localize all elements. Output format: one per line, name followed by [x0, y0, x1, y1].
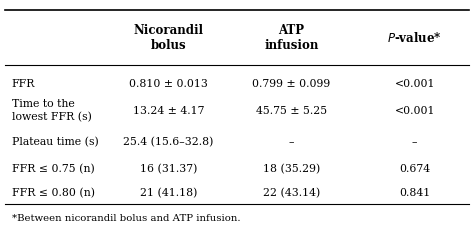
Text: 22 (43.14): 22 (43.14) [263, 188, 320, 198]
Text: $\mathit{P}$-value*: $\mathit{P}$-value* [387, 31, 442, 45]
Text: 25.4 (15.6–32.8): 25.4 (15.6–32.8) [123, 137, 213, 147]
Text: 0.674: 0.674 [399, 164, 430, 174]
Text: FFR ≤ 0.80 (n): FFR ≤ 0.80 (n) [12, 188, 95, 198]
Text: 45.75 ± 5.25: 45.75 ± 5.25 [256, 106, 327, 116]
Text: <0.001: <0.001 [394, 79, 435, 89]
Text: FFR: FFR [12, 79, 35, 89]
Text: 0.810 ± 0.013: 0.810 ± 0.013 [129, 79, 208, 89]
Text: FFR ≤ 0.75 (n): FFR ≤ 0.75 (n) [12, 164, 95, 174]
Text: 13.24 ± 4.17: 13.24 ± 4.17 [133, 106, 204, 116]
Text: 21 (41.18): 21 (41.18) [139, 188, 197, 198]
Text: *Between nicorandil bolus and ATP infusion.: *Between nicorandil bolus and ATP infusi… [12, 214, 240, 223]
Text: Plateau time (s): Plateau time (s) [12, 137, 99, 147]
Text: Time to the
lowest FFR (s): Time to the lowest FFR (s) [12, 99, 92, 123]
Text: –: – [289, 137, 294, 147]
Text: 0.799 ± 0.099: 0.799 ± 0.099 [252, 79, 331, 89]
Text: ATP
infusion: ATP infusion [264, 24, 319, 52]
Text: 16 (31.37): 16 (31.37) [139, 164, 197, 174]
Text: <0.001: <0.001 [394, 106, 435, 116]
Text: 18 (35.29): 18 (35.29) [263, 164, 320, 174]
Text: –: – [412, 137, 418, 147]
Text: 0.841: 0.841 [399, 188, 430, 198]
Text: Nicorandil
bolus: Nicorandil bolus [133, 24, 203, 52]
